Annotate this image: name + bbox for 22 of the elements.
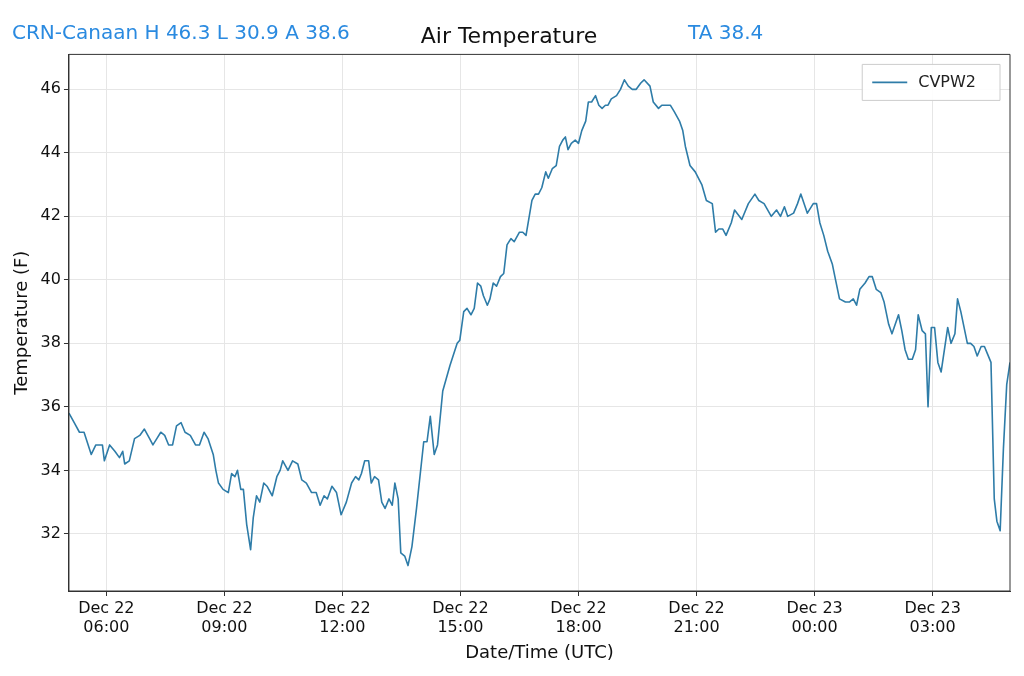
y-tick-label: 44 [40, 141, 61, 161]
y-axis-title: Temperature (F) [10, 250, 32, 396]
x-tick-label: Dec 23 00:00 [786, 597, 843, 636]
y-tick-label: 46 [40, 78, 61, 98]
x-tick-label: Dec 22 21:00 [668, 597, 725, 636]
chart-title: Air Temperature [420, 22, 598, 48]
x-tick-label: Dec 22 12:00 [314, 597, 371, 636]
x-tick-label: Dec 23 03:00 [904, 597, 961, 636]
text: TA 38.4 [688, 20, 764, 44]
y-tick-label: 38 [40, 332, 61, 352]
legend-label: CVPW2 [918, 71, 976, 91]
x-tick-label: Dec 22 18:00 [550, 597, 607, 636]
y-tick-label: 36 [40, 396, 61, 415]
x-tick-label: Dec 22 09:00 [196, 597, 253, 636]
y-tick-label: 40 [40, 268, 61, 288]
x-tick-label: Dec 22 15:00 [432, 597, 489, 636]
y-tick-label: 42 [40, 205, 61, 225]
y-tick-label: 34 [40, 459, 61, 479]
y-tick-label: 32 [40, 523, 61, 542]
x-axis-title: Date/Time (UTC) [465, 640, 614, 662]
text: CRN-Canaan H 46.3 L 30.9 A 38.6 [12, 20, 350, 44]
x-tick-label: Dec 22 06:00 [78, 597, 135, 636]
